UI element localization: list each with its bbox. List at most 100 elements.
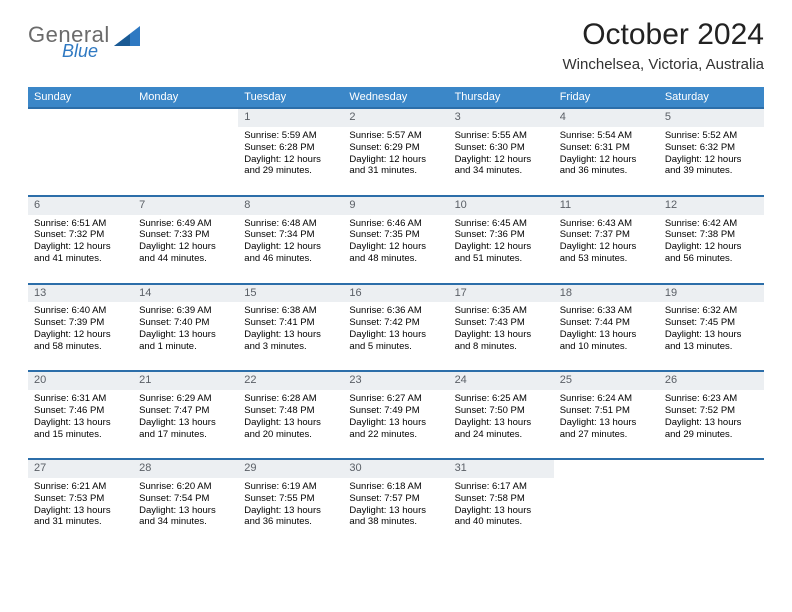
calendar-cell: 15Sunrise: 6:38 AMSunset: 7:41 PMDayligh…: [238, 284, 343, 372]
day-details: Sunrise: 6:31 AMSunset: 7:46 PMDaylight:…: [28, 390, 133, 458]
brand-line2: Blue: [62, 42, 110, 60]
calendar-cell: 6Sunrise: 6:51 AMSunset: 7:32 PMDaylight…: [28, 196, 133, 284]
day-header: Friday: [554, 87, 659, 108]
calendar-cell: .: [659, 459, 764, 546]
day-header: Monday: [133, 87, 238, 108]
day-number: 12: [659, 197, 764, 215]
day-number: 6: [28, 197, 133, 215]
day-details: Sunrise: 6:45 AMSunset: 7:36 PMDaylight:…: [449, 215, 554, 283]
day-number: 18: [554, 285, 659, 303]
day-header: Tuesday: [238, 87, 343, 108]
calendar-cell: 5Sunrise: 5:52 AMSunset: 6:32 PMDaylight…: [659, 108, 764, 196]
header: General Blue October 2024 Winchelsea, Vi…: [28, 18, 764, 73]
calendar-cell: 3Sunrise: 5:55 AMSunset: 6:30 PMDaylight…: [449, 108, 554, 196]
calendar-cell: 7Sunrise: 6:49 AMSunset: 7:33 PMDaylight…: [133, 196, 238, 284]
calendar-cell: 18Sunrise: 6:33 AMSunset: 7:44 PMDayligh…: [554, 284, 659, 372]
day-details: Sunrise: 6:28 AMSunset: 7:48 PMDaylight:…: [238, 390, 343, 458]
day-number: 27: [28, 460, 133, 478]
day-details: Sunrise: 6:35 AMSunset: 7:43 PMDaylight:…: [449, 302, 554, 370]
page-title: October 2024: [563, 18, 764, 52]
day-number: 21: [133, 372, 238, 390]
day-number: 31: [449, 460, 554, 478]
calendar-cell: 9Sunrise: 6:46 AMSunset: 7:35 PMDaylight…: [343, 196, 448, 284]
day-number: 4: [554, 109, 659, 127]
day-number: 14: [133, 285, 238, 303]
calendar-cell: 19Sunrise: 6:32 AMSunset: 7:45 PMDayligh…: [659, 284, 764, 372]
calendar-cell: 12Sunrise: 6:42 AMSunset: 7:38 PMDayligh…: [659, 196, 764, 284]
calendar-cell: .: [28, 108, 133, 196]
calendar-cell: 25Sunrise: 6:24 AMSunset: 7:51 PMDayligh…: [554, 371, 659, 459]
day-details: Sunrise: 6:24 AMSunset: 7:51 PMDaylight:…: [554, 390, 659, 458]
day-number: 30: [343, 460, 448, 478]
day-header: Wednesday: [343, 87, 448, 108]
calendar-cell: 14Sunrise: 6:39 AMSunset: 7:40 PMDayligh…: [133, 284, 238, 372]
calendar-row: 20Sunrise: 6:31 AMSunset: 7:46 PMDayligh…: [28, 371, 764, 459]
calendar-cell: 30Sunrise: 6:18 AMSunset: 7:57 PMDayligh…: [343, 459, 448, 546]
day-details: Sunrise: 5:52 AMSunset: 6:32 PMDaylight:…: [659, 127, 764, 195]
day-details: Sunrise: 6:19 AMSunset: 7:55 PMDaylight:…: [238, 478, 343, 546]
calendar-cell: 24Sunrise: 6:25 AMSunset: 7:50 PMDayligh…: [449, 371, 554, 459]
day-number: 25: [554, 372, 659, 390]
calendar-cell: 13Sunrise: 6:40 AMSunset: 7:39 PMDayligh…: [28, 284, 133, 372]
day-details: Sunrise: 5:59 AMSunset: 6:28 PMDaylight:…: [238, 127, 343, 195]
calendar-cell: .: [133, 108, 238, 196]
calendar-row: 6Sunrise: 6:51 AMSunset: 7:32 PMDaylight…: [28, 196, 764, 284]
calendar-cell: 17Sunrise: 6:35 AMSunset: 7:43 PMDayligh…: [449, 284, 554, 372]
calendar-cell: 2Sunrise: 5:57 AMSunset: 6:29 PMDaylight…: [343, 108, 448, 196]
calendar-cell: 20Sunrise: 6:31 AMSunset: 7:46 PMDayligh…: [28, 371, 133, 459]
day-number: 1: [238, 109, 343, 127]
day-details: Sunrise: 6:18 AMSunset: 7:57 PMDaylight:…: [343, 478, 448, 546]
calendar-cell: 28Sunrise: 6:20 AMSunset: 7:54 PMDayligh…: [133, 459, 238, 546]
calendar-row: 27Sunrise: 6:21 AMSunset: 7:53 PMDayligh…: [28, 459, 764, 546]
day-number: 9: [343, 197, 448, 215]
calendar-cell: 31Sunrise: 6:17 AMSunset: 7:58 PMDayligh…: [449, 459, 554, 546]
day-details: Sunrise: 6:32 AMSunset: 7:45 PMDaylight:…: [659, 302, 764, 370]
day-details: Sunrise: 6:20 AMSunset: 7:54 PMDaylight:…: [133, 478, 238, 546]
day-number: 13: [28, 285, 133, 303]
day-number: 26: [659, 372, 764, 390]
day-number: 28: [133, 460, 238, 478]
day-number: 3: [449, 109, 554, 127]
day-number: 24: [449, 372, 554, 390]
day-number: 23: [343, 372, 448, 390]
day-details: Sunrise: 5:55 AMSunset: 6:30 PMDaylight:…: [449, 127, 554, 195]
day-details: Sunrise: 6:38 AMSunset: 7:41 PMDaylight:…: [238, 302, 343, 370]
calendar-cell: 8Sunrise: 6:48 AMSunset: 7:34 PMDaylight…: [238, 196, 343, 284]
day-number: 29: [238, 460, 343, 478]
day-header: Saturday: [659, 87, 764, 108]
brand-logo: General Blue: [28, 18, 140, 60]
day-details: Sunrise: 6:43 AMSunset: 7:37 PMDaylight:…: [554, 215, 659, 283]
day-details: Sunrise: 6:48 AMSunset: 7:34 PMDaylight:…: [238, 215, 343, 283]
day-details: Sunrise: 6:49 AMSunset: 7:33 PMDaylight:…: [133, 215, 238, 283]
day-header: Thursday: [449, 87, 554, 108]
day-details: Sunrise: 6:25 AMSunset: 7:50 PMDaylight:…: [449, 390, 554, 458]
day-details: Sunrise: 6:27 AMSunset: 7:49 PMDaylight:…: [343, 390, 448, 458]
day-header: Sunday: [28, 87, 133, 108]
day-details: Sunrise: 6:17 AMSunset: 7:58 PMDaylight:…: [449, 478, 554, 546]
day-number: 17: [449, 285, 554, 303]
calendar-cell: 4Sunrise: 5:54 AMSunset: 6:31 PMDaylight…: [554, 108, 659, 196]
day-number: 11: [554, 197, 659, 215]
day-details: Sunrise: 6:40 AMSunset: 7:39 PMDaylight:…: [28, 302, 133, 370]
day-number: 2: [343, 109, 448, 127]
calendar-cell: .: [554, 459, 659, 546]
day-details: Sunrise: 6:21 AMSunset: 7:53 PMDaylight:…: [28, 478, 133, 546]
day-details: Sunrise: 6:39 AMSunset: 7:40 PMDaylight:…: [133, 302, 238, 370]
calendar-cell: 16Sunrise: 6:36 AMSunset: 7:42 PMDayligh…: [343, 284, 448, 372]
day-details: Sunrise: 6:46 AMSunset: 7:35 PMDaylight:…: [343, 215, 448, 283]
day-details: Sunrise: 5:54 AMSunset: 6:31 PMDaylight:…: [554, 127, 659, 195]
day-details: Sunrise: 6:23 AMSunset: 7:52 PMDaylight:…: [659, 390, 764, 458]
calendar-cell: 29Sunrise: 6:19 AMSunset: 7:55 PMDayligh…: [238, 459, 343, 546]
day-number: 20: [28, 372, 133, 390]
calendar-cell: 23Sunrise: 6:27 AMSunset: 7:49 PMDayligh…: [343, 371, 448, 459]
day-details: Sunrise: 6:51 AMSunset: 7:32 PMDaylight:…: [28, 215, 133, 283]
calendar-cell: 27Sunrise: 6:21 AMSunset: 7:53 PMDayligh…: [28, 459, 133, 546]
day-number: 7: [133, 197, 238, 215]
day-details: Sunrise: 6:29 AMSunset: 7:47 PMDaylight:…: [133, 390, 238, 458]
calendar-cell: 26Sunrise: 6:23 AMSunset: 7:52 PMDayligh…: [659, 371, 764, 459]
day-number: 5: [659, 109, 764, 127]
day-number: 22: [238, 372, 343, 390]
location-subtitle: Winchelsea, Victoria, Australia: [563, 56, 764, 73]
day-details: Sunrise: 6:36 AMSunset: 7:42 PMDaylight:…: [343, 302, 448, 370]
calendar-cell: 1Sunrise: 5:59 AMSunset: 6:28 PMDaylight…: [238, 108, 343, 196]
